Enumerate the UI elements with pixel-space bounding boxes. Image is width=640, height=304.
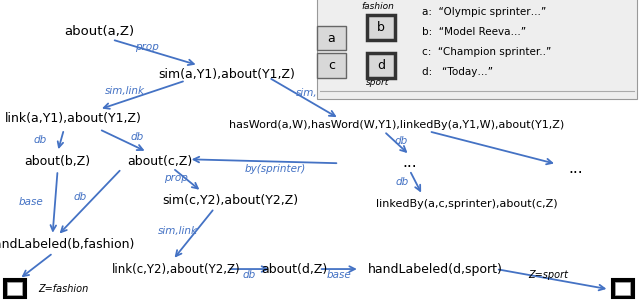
Text: link(a,Y1),about(Y1,Z): link(a,Y1),about(Y1,Z) — [5, 112, 142, 125]
Text: Z=fashion: Z=fashion — [38, 284, 89, 294]
Text: db: db — [395, 136, 408, 146]
FancyBboxPatch shape — [615, 282, 630, 295]
Text: fashion: fashion — [361, 2, 394, 11]
FancyBboxPatch shape — [317, 53, 346, 78]
FancyBboxPatch shape — [367, 15, 395, 40]
Text: about(b,Z): about(b,Z) — [24, 155, 91, 168]
FancyBboxPatch shape — [4, 279, 26, 298]
Text: sim(a,Y1),about(Y1,Z): sim(a,Y1),about(Y1,Z) — [159, 68, 296, 81]
Text: about(c,Z): about(c,Z) — [127, 155, 193, 168]
Text: sim,link: sim,link — [158, 226, 198, 236]
FancyBboxPatch shape — [7, 282, 22, 295]
Text: base: base — [327, 270, 351, 280]
Text: Z=sport: Z=sport — [529, 270, 568, 280]
Text: sim,link: sim,link — [105, 86, 145, 96]
Text: sport: sport — [366, 78, 389, 87]
Text: db: db — [33, 136, 46, 145]
Text: ...: ... — [569, 161, 583, 176]
Text: c: c — [328, 59, 335, 72]
Text: base: base — [19, 197, 43, 207]
Text: a: a — [328, 32, 335, 44]
Text: hasWord(a,W),hasWord(W,Y1),linkedBy(a,Y1,W),about(Y1,Z): hasWord(a,W),hasWord(W,Y1),linkedBy(a,Y1… — [229, 120, 564, 130]
FancyBboxPatch shape — [317, 26, 346, 50]
Text: handLabeled(d,sport): handLabeled(d,sport) — [368, 263, 502, 275]
Text: linkedBy(a,c,sprinter),about(c,Z): linkedBy(a,c,sprinter),about(c,Z) — [376, 199, 558, 209]
Text: ...: ... — [403, 155, 417, 170]
Text: about(a,Z): about(a,Z) — [64, 26, 134, 38]
FancyBboxPatch shape — [317, 0, 637, 99]
Text: sim(c,Y2),about(Y2,Z): sim(c,Y2),about(Y2,Z) — [163, 194, 298, 207]
Text: c:  “Champion sprinter..”: c: “Champion sprinter..” — [422, 47, 552, 57]
FancyBboxPatch shape — [612, 279, 634, 298]
Text: about(d,Z): about(d,Z) — [261, 263, 328, 275]
Text: link(c,Y2),about(Y2,Z): link(c,Y2),about(Y2,Z) — [112, 263, 240, 275]
Text: d:   “Today…”: d: “Today…” — [422, 67, 493, 77]
Text: a:  “Olympic sprinter…”: a: “Olympic sprinter…” — [422, 7, 547, 17]
Text: prop: prop — [135, 42, 159, 52]
Text: sim,word: sim,word — [296, 88, 344, 98]
Text: db: db — [243, 270, 256, 279]
Text: by(sprinter): by(sprinter) — [244, 164, 306, 174]
Text: handLabeled(b,fashion): handLabeled(b,fashion) — [0, 238, 135, 251]
Text: b:  “Model Reeva…”: b: “Model Reeva…” — [422, 27, 527, 37]
Text: d: d — [377, 59, 385, 72]
FancyBboxPatch shape — [367, 53, 395, 78]
Text: db: db — [74, 192, 86, 202]
Text: db: db — [396, 177, 408, 187]
Text: db: db — [131, 133, 144, 142]
Text: prop: prop — [164, 173, 188, 183]
Text: b: b — [377, 21, 385, 34]
